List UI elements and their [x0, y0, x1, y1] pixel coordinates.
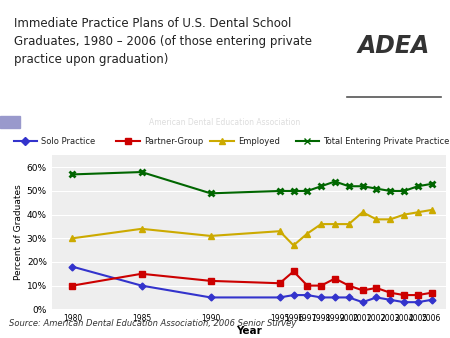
Text: ADEA: ADEA	[358, 34, 430, 58]
Text: Employed: Employed	[238, 137, 280, 146]
Y-axis label: Percent of Graduates: Percent of Graduates	[14, 185, 22, 280]
Text: Immediate Practice Plans of U.S. Dental School
Graduates, 1980 – 2006 (of those : Immediate Practice Plans of U.S. Dental …	[14, 17, 311, 66]
Text: Total Entering Private Practice: Total Entering Private Practice	[324, 137, 450, 146]
Text: American Dental Education Association: American Dental Education Association	[149, 118, 301, 126]
Text: Source: American Dental Education Association, 2006 Senior Survey: Source: American Dental Education Associ…	[9, 319, 296, 328]
Text: Partner-Group: Partner-Group	[144, 137, 203, 146]
Text: Solo Practice: Solo Practice	[41, 137, 95, 146]
Bar	[0, 116, 20, 128]
X-axis label: Year: Year	[236, 326, 261, 336]
